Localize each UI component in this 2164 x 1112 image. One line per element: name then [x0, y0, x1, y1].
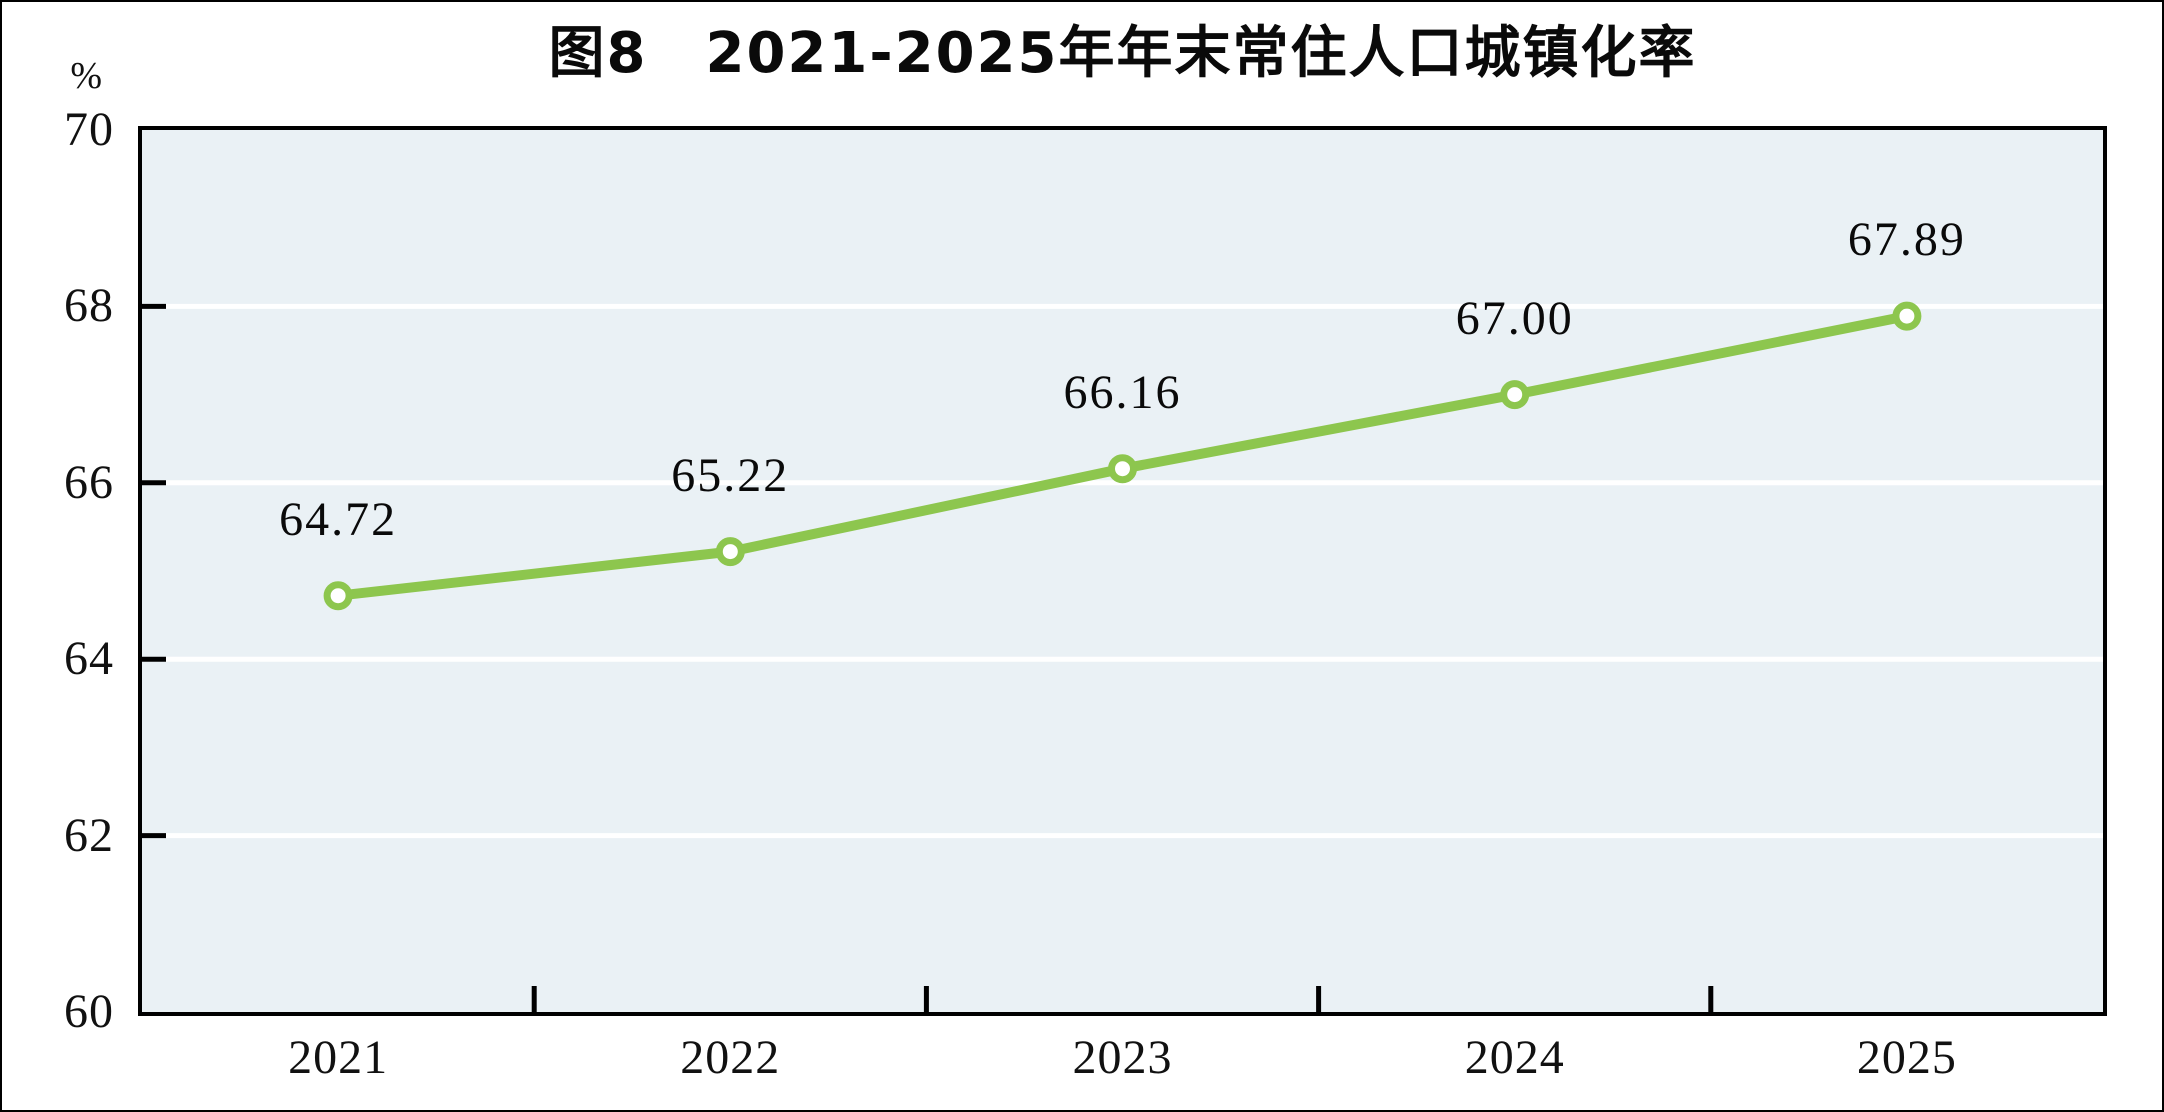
chart-svg — [142, 301, 2103, 1012]
y-tick-label: 64 — [64, 632, 114, 686]
y-axis-unit-label: % — [70, 55, 102, 97]
chart-title: 图8 2021-2025年年末常住人口城镇化率 — [548, 21, 1697, 86]
data-label: 67.00 — [1455, 291, 1574, 345]
y-tick-label: 60 — [64, 985, 114, 1038]
data-point-marker — [323, 581, 353, 611]
data-label: 64.72 — [279, 492, 398, 546]
x-tick-label: 2025 — [1856, 1031, 1957, 1084]
x-tick-label: 2023 — [1072, 1031, 1173, 1084]
y-tick-label: 70 — [64, 103, 114, 156]
x-tick-label: 2022 — [680, 1031, 781, 1084]
data-point-marker — [1892, 301, 1922, 331]
x-tick-label: 2024 — [1464, 1031, 1565, 1084]
plot-area — [138, 126, 2107, 1016]
y-tick-label: 62 — [64, 808, 114, 862]
y-tick-label: 66 — [64, 455, 114, 509]
data-point-marker — [1108, 454, 1137, 484]
data-label: 67.89 — [1847, 213, 1966, 267]
x-tick-label: 2021 — [288, 1031, 389, 1084]
data-label: 66.16 — [1063, 365, 1182, 419]
data-point-marker — [1500, 380, 1530, 410]
data-point-marker — [715, 537, 745, 567]
data-label: 65.22 — [671, 448, 790, 502]
y-tick-label: 68 — [64, 279, 114, 333]
